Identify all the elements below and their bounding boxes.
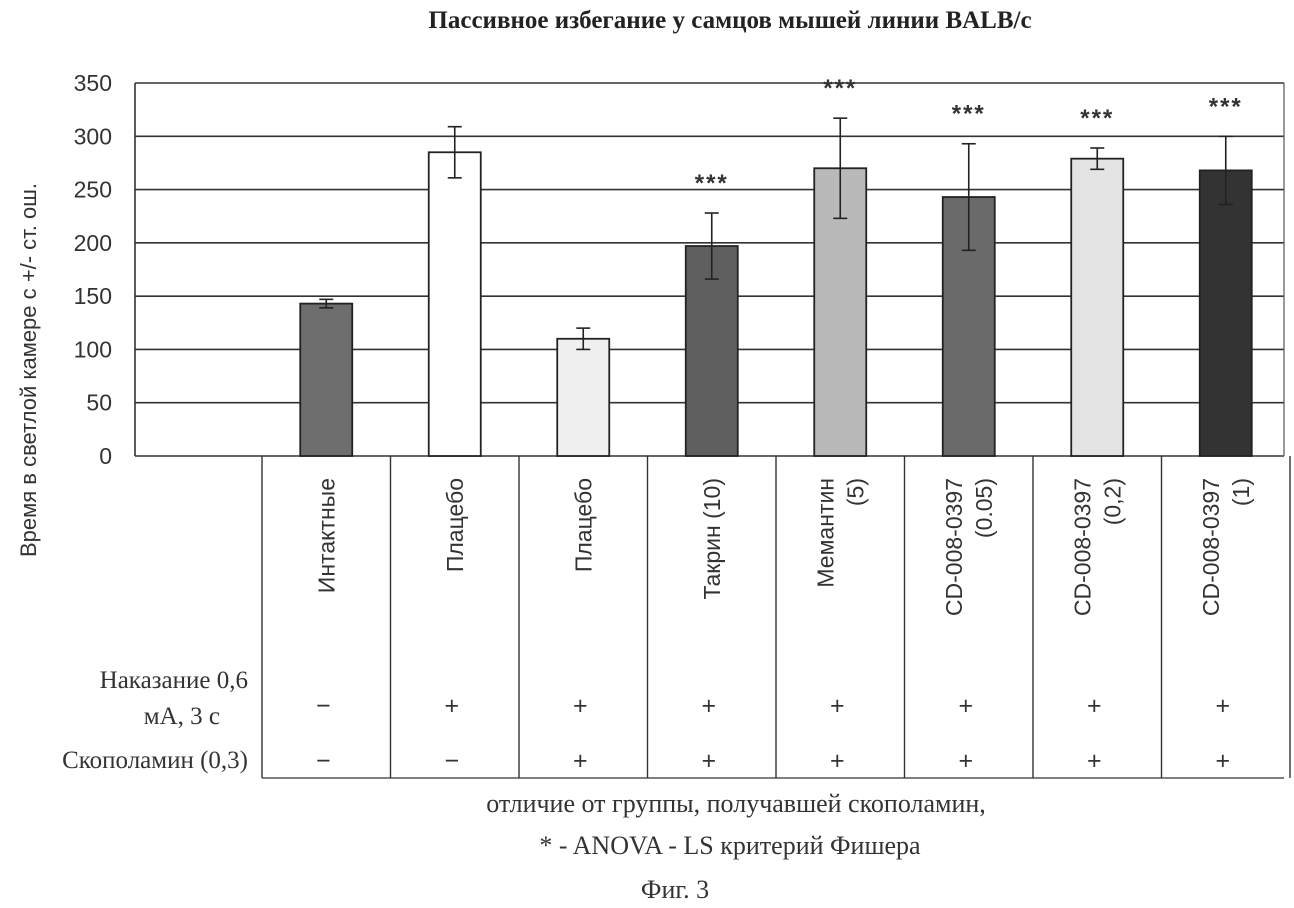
significance-label: *** [1080, 105, 1114, 132]
table-sign: + [573, 747, 588, 775]
bar [1200, 170, 1252, 456]
table-sign: + [1087, 747, 1102, 775]
table-sign: + [444, 692, 459, 720]
y-axis-label: Время в светлой камере с +/- ст. ош. [16, 183, 41, 557]
y-tick-label: 0 [99, 443, 112, 469]
bar [557, 339, 609, 456]
table-sign: + [1215, 747, 1230, 775]
row-label: Скополамин (0,3) [62, 747, 248, 774]
category-label: CD-008-0397 [941, 478, 967, 616]
row-label: мА, 3 с [144, 703, 220, 730]
category-label: Такрин (10) [699, 478, 725, 600]
y-tick-label: 100 [74, 336, 112, 362]
table-row-labels: Наказание 0,6 мА, 3 с Скополамин (0,3) [62, 667, 248, 774]
category-label: Плацебо [442, 478, 468, 572]
chart-title: Пассивное избегание у самцов мышей линии… [428, 7, 1031, 34]
y-tick-label: 200 [74, 230, 112, 256]
table-grid [262, 456, 1290, 778]
table-sign: + [701, 692, 716, 720]
y-tick-label: 300 [74, 123, 112, 149]
table-sign: + [573, 692, 588, 720]
table-sign: + [830, 747, 845, 775]
bar [429, 152, 481, 456]
table-sign: − [316, 747, 331, 775]
category-labels: Интактные Плацебо Плацебо Такрин (10) Мемант… [313, 478, 1254, 616]
category-label: (0.05) [971, 478, 997, 538]
bar [300, 304, 352, 456]
bar [1071, 159, 1123, 456]
footnote-line2: * - ANOVA - LS критерий Фишера [539, 831, 921, 860]
category-label: CD-008-0397 [1069, 478, 1095, 616]
y-tick-label: 350 [74, 70, 112, 96]
category-label: (5) [842, 478, 868, 506]
bars [300, 152, 1252, 456]
table-sign: + [958, 747, 973, 775]
table-sign: + [1087, 692, 1102, 720]
table-sign: + [701, 747, 716, 775]
category-label: Мемантин [812, 478, 838, 588]
category-label: (0,2) [1099, 478, 1125, 525]
significance-label: *** [695, 170, 729, 197]
table-sign: − [316, 692, 331, 720]
significance-label: *** [952, 101, 986, 128]
significance-label: *** [823, 75, 857, 102]
y-tick-label: 50 [86, 390, 112, 416]
table-sign: + [1215, 692, 1230, 720]
table-sign: + [830, 692, 845, 720]
category-label: (1) [1228, 478, 1254, 506]
table-sign: + [958, 692, 973, 720]
significance-label: *** [1209, 93, 1243, 120]
y-axis-ticks: 0 50 100 150 200 250 300 350 [74, 70, 112, 469]
table-sign: − [444, 747, 459, 775]
y-tick-label: 250 [74, 177, 112, 203]
category-label: Интактные [313, 478, 339, 593]
row-label: Наказание 0,6 [100, 667, 248, 694]
y-tick-label: 150 [74, 283, 112, 309]
category-label: CD-008-0397 [1198, 478, 1224, 616]
footnote-line1: отличие от группы, получавшей скополамин… [486, 789, 986, 818]
category-label: Плацебо [570, 478, 596, 572]
figure-caption: Фиг. 3 [641, 875, 709, 904]
table-signs: − + + + + + + + − − + + + + + + [316, 692, 1230, 775]
